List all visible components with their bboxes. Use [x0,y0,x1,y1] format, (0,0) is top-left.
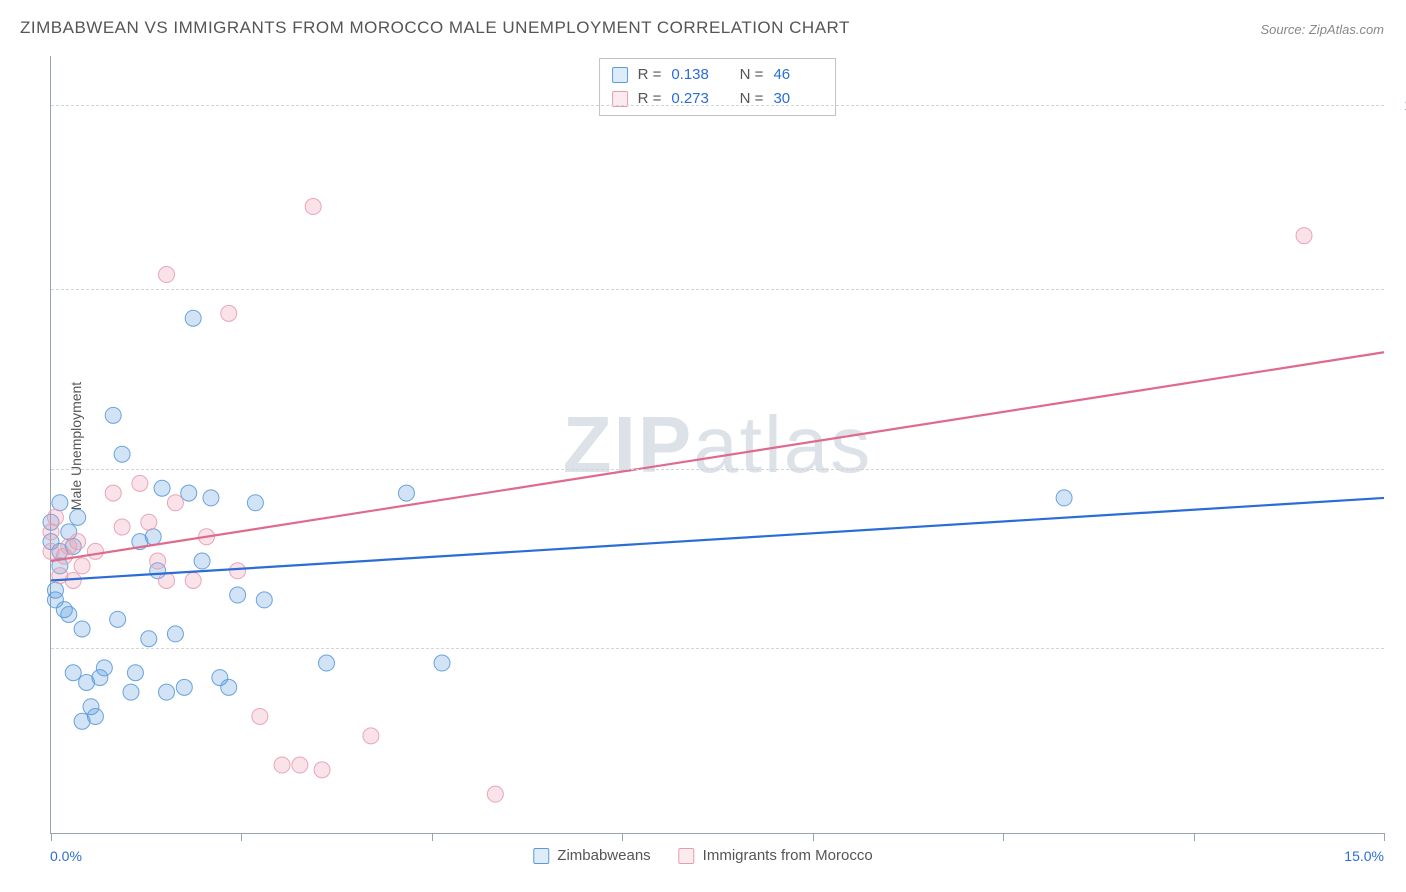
regression-line [51,498,1384,581]
scatter-point [132,475,148,491]
scatter-point [305,199,321,215]
scatter-point [274,757,290,773]
scatter-point [159,267,175,283]
x-tick [1384,833,1385,841]
scatter-point [105,407,121,423]
scatter-point [123,684,139,700]
scatter-point [154,480,170,496]
scatter-point [247,495,263,511]
scatter-point [70,509,86,525]
scatter-point [105,485,121,501]
scatter-point [47,509,63,525]
scatter-point [203,490,219,506]
legend-label: Zimbabweans [557,847,650,864]
plot-area: ZIPatlas R = 0.138 N = 46R = 0.273 N = 3… [50,56,1384,834]
legend-item: Zimbabweans [533,847,650,864]
legend-label: Immigrants from Morocco [703,847,873,864]
scatter-point [363,728,379,744]
scatter-point [1296,228,1312,244]
scatter-point [1056,490,1072,506]
x-tick [241,833,242,841]
source-attribution: Source: ZipAtlas.com [1260,22,1384,37]
y-tick-label: 15.0% [1394,97,1406,113]
regression-line [51,352,1384,561]
scatter-point [398,485,414,501]
x-tick [622,833,623,841]
x-axis-max-label: 15.0% [1344,848,1384,864]
scatter-point [141,631,157,647]
scatter-point [221,679,237,695]
scatter-point [194,553,210,569]
scatter-point [114,519,130,535]
y-tick-label: 3.8% [1394,640,1406,656]
scatter-point [176,679,192,695]
scatter-point [185,310,201,326]
scatter-point [318,655,334,671]
scatter-point [74,558,90,574]
scatter-point [252,708,268,724]
scatter-point [145,529,161,545]
scatter-point [221,305,237,321]
chart-title: ZIMBABWEAN VS IMMIGRANTS FROM MOROCCO MA… [20,18,850,38]
scatter-point [141,514,157,530]
y-tick-label: 7.5% [1394,461,1406,477]
scatter-point [230,587,246,603]
scatter-point [256,592,272,608]
x-tick [1194,833,1195,841]
scatter-point [65,665,81,681]
scatter-point [74,621,90,637]
scatter-point [230,563,246,579]
scatter-point [110,611,126,627]
scatter-point [292,757,308,773]
scatter-point [150,553,166,569]
legend-swatch [679,848,695,864]
scatter-point [87,708,103,724]
scatter-point [159,684,175,700]
scatter-point [167,495,183,511]
x-tick [813,833,814,841]
scatter-point [61,606,77,622]
scatter-point [167,626,183,642]
legend-swatch [533,848,549,864]
x-tick [432,833,433,841]
legend-item: Immigrants from Morocco [679,847,873,864]
chart-container: ZIMBABWEAN VS IMMIGRANTS FROM MOROCCO MA… [0,0,1406,892]
chart-svg [51,56,1384,833]
scatter-point [159,572,175,588]
scatter-point [70,534,86,550]
scatter-point [185,572,201,588]
y-tick-label: 11.2% [1394,281,1406,297]
scatter-point [52,495,68,511]
scatter-point [181,485,197,501]
scatter-point [96,660,112,676]
gridline [51,105,1384,106]
scatter-point [87,543,103,559]
gridline [51,648,1384,649]
scatter-point [434,655,450,671]
x-tick [51,833,52,841]
scatter-point [314,762,330,778]
scatter-point [127,665,143,681]
gridline [51,289,1384,290]
gridline [51,469,1384,470]
scatter-point [114,446,130,462]
x-tick [1003,833,1004,841]
bottom-legend: Zimbabweans Immigrants from Morocco [533,847,872,864]
scatter-point [487,786,503,802]
scatter-point [43,524,59,540]
x-axis-min-label: 0.0% [50,848,82,864]
